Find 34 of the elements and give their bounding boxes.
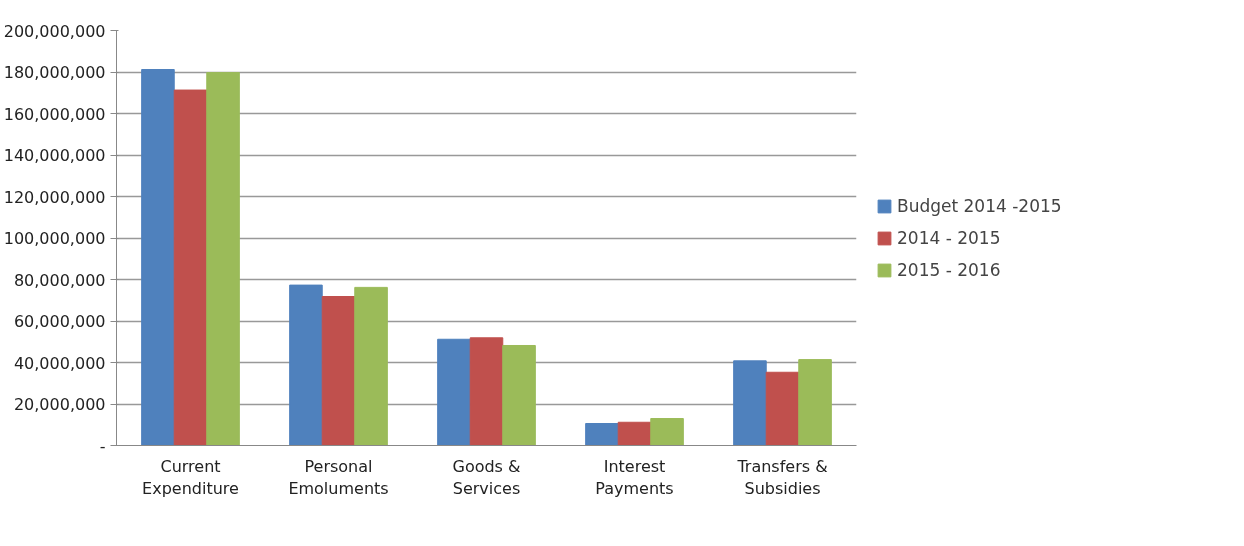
bar: [650, 418, 684, 446]
x-tick-label: Personal Emoluments: [288, 456, 389, 499]
y-tick-label: 160,000,000: [3, 104, 106, 124]
bar: [354, 286, 388, 446]
legend-label: 2014 - 2015: [897, 227, 1001, 248]
bar: [321, 296, 356, 446]
y-tick-label: 60,000,000: [13, 312, 106, 331]
y-tick-label: 140,000,000: [3, 146, 106, 165]
y-tick-label: 180,000,000: [3, 63, 106, 82]
legend-label: Budget 2014 -2015: [897, 195, 1062, 216]
y-tick-label: 20,000,000: [13, 395, 106, 414]
legend-label: 2015 - 2016: [897, 259, 1001, 280]
bar: [469, 337, 504, 446]
y-tick-label: 100,000,000: [3, 229, 106, 248]
y-tick-label: 200,000,000: [3, 21, 106, 41]
bar: [289, 284, 323, 446]
bar: [206, 72, 240, 446]
bar: [437, 338, 471, 446]
bar: [173, 89, 208, 446]
bar: [141, 69, 175, 446]
x-tick-label: Current Expenditure: [142, 456, 239, 499]
x-tick-label: Goods & Services: [452, 456, 521, 499]
y-tick-label: 80,000,000: [13, 270, 106, 290]
bar: [765, 371, 800, 446]
bar: [798, 359, 832, 446]
bar: [617, 421, 652, 446]
bar: [502, 344, 536, 446]
y-tick-label: -: [99, 436, 106, 456]
x-tick-label: Interest Payments: [595, 456, 674, 499]
y-tick-label: 120,000,000: [3, 187, 106, 207]
bar: [585, 423, 619, 446]
y-tick-label: 40,000,000: [13, 353, 106, 373]
bar: [733, 360, 767, 446]
x-tick-label: Transfers & Subsidies: [736, 456, 828, 499]
